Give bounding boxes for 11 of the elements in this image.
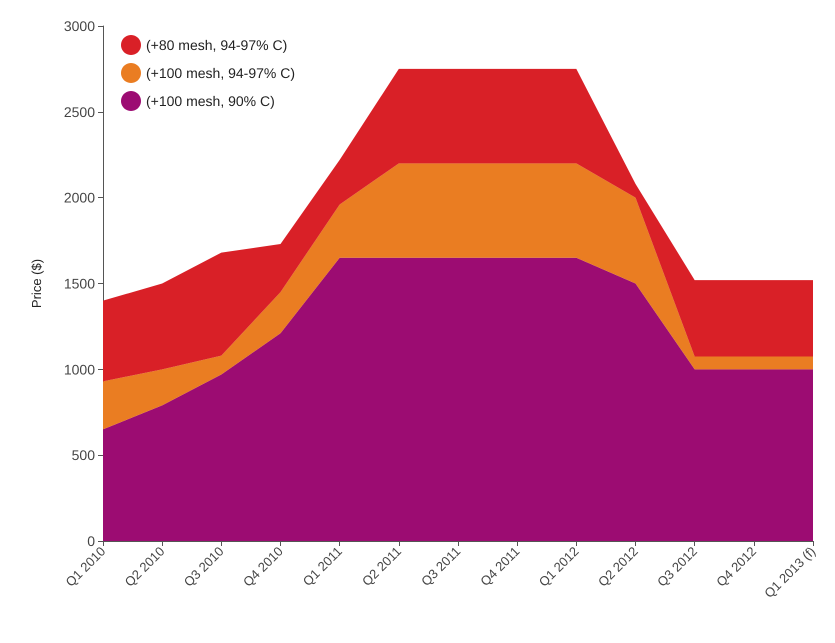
y-tick-label: 2000	[64, 190, 96, 206]
y-axis-title: Price ($)	[29, 258, 44, 308]
y-tick-label: 2500	[64, 104, 96, 120]
y-tick-label: 0	[87, 533, 96, 549]
y-tick-label: 3000	[64, 18, 96, 34]
y-tick-label: 1000	[64, 361, 96, 378]
legend-label: (+100 mesh, 90% C)	[146, 93, 275, 109]
y-tick-label: 1500	[64, 276, 96, 292]
y-tick-label: 500	[72, 447, 96, 464]
legend-label: (+100 mesh, 94-97% C)	[146, 65, 296, 81]
legend-label: (+80 mesh, 94-97% C)	[146, 37, 288, 53]
